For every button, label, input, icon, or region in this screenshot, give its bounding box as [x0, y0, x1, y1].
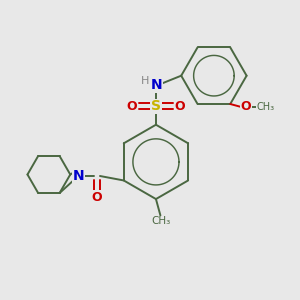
Text: O: O [127, 100, 137, 113]
Text: N: N [73, 169, 84, 183]
Text: CH₃: CH₃ [257, 102, 275, 112]
Text: O: O [174, 100, 185, 113]
Text: O: O [241, 100, 251, 113]
Text: H: H [141, 76, 150, 86]
Text: CH₃: CH₃ [152, 216, 171, 226]
Text: O: O [92, 191, 102, 204]
Text: S: S [151, 99, 161, 113]
Text: N: N [151, 78, 162, 92]
